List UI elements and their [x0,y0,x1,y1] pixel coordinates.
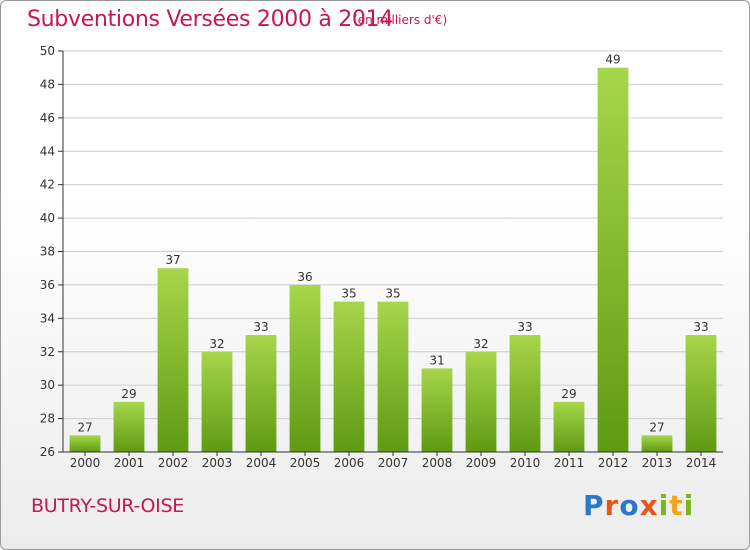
x-tick-label: 2014 [686,456,717,470]
y-tick-label: 44 [40,144,55,158]
bars [69,67,717,452]
x-tick-label: 2012 [598,456,629,470]
x-tick-label: 2008 [422,456,453,470]
data-labels: 27 29 37 32 33 36 35 35 31 32 33 29 49 27 33 [77,53,708,435]
bar-2012[interactable] [597,67,629,452]
bar-2011[interactable] [553,401,585,452]
bar-2007[interactable] [377,301,409,452]
x-tick-label: 2000 [70,456,101,470]
x-tick-label: 2001 [114,456,145,470]
data-label-2005: 36 [297,270,312,284]
y-tick-label: 28 [40,412,55,426]
x-tick-label: 2005 [290,456,321,470]
y-tick-label: 48 [40,77,55,91]
y-tick-label: 26 [40,445,55,459]
data-label-2006: 35 [341,287,356,301]
bar-2002[interactable] [157,268,189,452]
y-tick-label: 36 [40,278,55,292]
bar-2004[interactable] [245,335,277,452]
data-label-2001: 29 [121,387,136,401]
data-label-2009: 32 [473,337,488,351]
x-tick-label: 2011 [554,456,585,470]
bar-2009[interactable] [465,351,497,452]
logo-letter: t [669,489,684,522]
y-tick-label: 30 [40,378,55,392]
data-label-2013: 27 [649,420,664,434]
data-label-2012: 49 [605,53,620,67]
data-label-2002: 37 [165,253,180,267]
logo-letter: i [658,489,670,522]
y-tick-label: 46 [40,111,55,125]
bar-2014[interactable] [685,335,717,452]
logo-letter: r [604,489,620,522]
y-tick-label: 34 [40,311,55,325]
place-name: BUTRY-SUR-OISE [31,495,184,517]
logo-letter: i [683,489,695,522]
x-tick-label: 2013 [642,456,673,470]
x-tick-label: 2004 [246,456,277,470]
axes: 26 28 30 32 34 36 38 40 42 44 46 48 50 2000 2001 2002 20… [40,44,723,470]
data-label-2014: 33 [693,320,708,334]
y-tick-label: 38 [40,245,55,259]
y-tick-label: 50 [40,44,55,58]
x-tick-label: 2010 [510,456,541,470]
bar-2010[interactable] [509,335,541,452]
y-tick-label: 32 [40,345,55,359]
data-label-2008: 31 [429,353,444,367]
data-label-2007: 35 [385,287,400,301]
bar-2005[interactable] [289,284,321,452]
data-label-2004: 33 [253,320,268,334]
proxiti-logo[interactable]: Proxiti [583,489,694,522]
bar-2008[interactable] [421,368,453,452]
x-tick-label: 2003 [202,456,233,470]
chart-unit: (en milliers d'€) [353,13,448,27]
bar-2003[interactable] [201,351,233,452]
bar-2000[interactable] [69,435,101,452]
y-tick-label: 40 [40,211,55,225]
x-tick-label: 2007 [378,456,409,470]
bar-2001[interactable] [113,401,145,452]
x-tick-label: 2002 [158,456,189,470]
logo-letter: P [583,489,605,522]
data-label-2000: 27 [77,420,92,434]
data-label-2003: 32 [209,337,224,351]
logo-letter: o [619,489,640,522]
data-label-2010: 33 [517,320,532,334]
x-tick-label: 2009 [466,456,497,470]
y-tick-label: 42 [40,178,55,192]
data-label-2011: 29 [561,387,576,401]
chart-title: Subventions Versées 2000 à 2014 [27,7,394,32]
bar-2013[interactable] [641,435,673,452]
logo-letter: x [639,489,659,522]
bar-2006[interactable] [333,301,365,452]
x-tick-label: 2006 [334,456,365,470]
